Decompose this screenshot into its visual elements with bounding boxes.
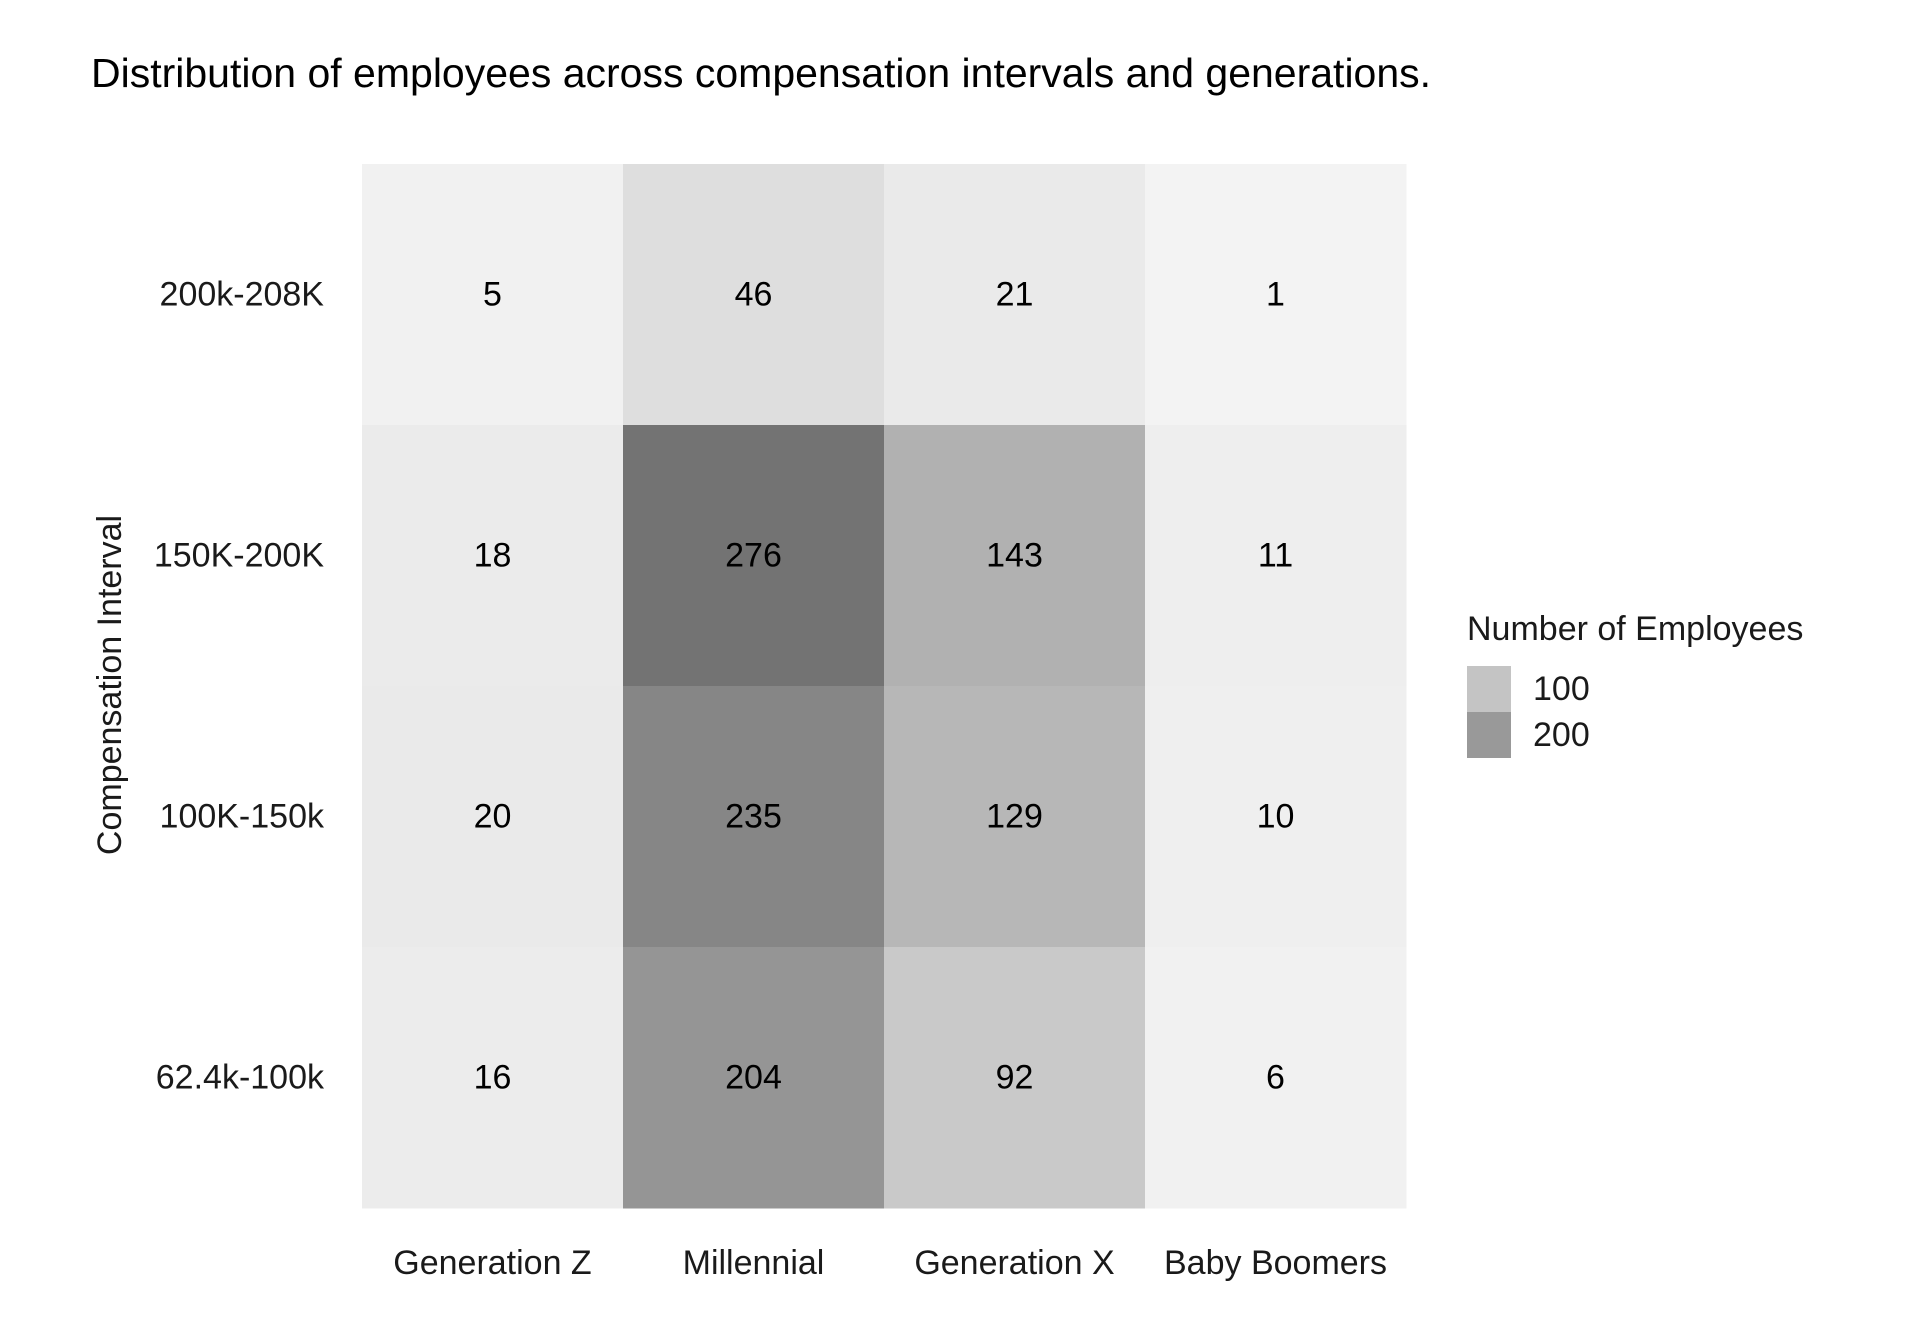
- x-tick-label: Generation Z: [393, 1244, 591, 1282]
- heatmap-cell-200k-208k-generation-x: [884, 164, 1146, 426]
- x-tick-label: Baby Boomers: [1164, 1244, 1387, 1282]
- cell-value-label: 20: [474, 798, 512, 836]
- y-axis-title: Compensation Interval: [91, 515, 129, 855]
- cell-labels: 5 46 21 1 18 276 143 11 20 235 129 10 16 204 92 6: [474, 276, 1295, 1097]
- legend-title: Number of Employees: [1467, 610, 1804, 648]
- y-tick-label: 200k-208K: [160, 276, 325, 314]
- cell-value-label: 235: [725, 798, 782, 836]
- cell-value-label: 10: [1257, 798, 1295, 836]
- cell-value-label: 92: [996, 1059, 1034, 1097]
- heatmap-cell-150k-200k-generation-x: [884, 425, 1146, 687]
- y-axis-ticks: 200k-208K 150K-200K 100K-150k 62.4k-100k: [154, 276, 325, 1097]
- y-tick-label: 150K-200K: [154, 537, 324, 575]
- cell-value-label: 276: [725, 537, 782, 575]
- cell-value-label: 16: [474, 1059, 512, 1097]
- chart-title: Distribution of employees across compens…: [91, 50, 1432, 96]
- cell-value-label: 11: [1258, 537, 1293, 575]
- heatmap-cells: [362, 164, 1407, 1209]
- y-tick-label: 100K-150k: [160, 798, 325, 836]
- legend-label-100: 100: [1533, 670, 1590, 708]
- heatmap-cell-100k-150k-baby-boomers: [1145, 686, 1407, 948]
- x-tick-label: Millennial: [683, 1244, 825, 1282]
- cell-value-label: 6: [1266, 1059, 1285, 1097]
- cell-value-label: 5: [483, 276, 502, 314]
- x-axis-ticks: Generation Z Millennial Generation X Baby B…: [393, 1244, 1387, 1282]
- legend-label-200: 200: [1533, 716, 1590, 754]
- cell-value-label: 21: [996, 276, 1034, 314]
- heatmap-cell-100k-150k-millennial: [623, 686, 885, 948]
- heatmap-cell-200k-208k-millennial: [623, 164, 885, 426]
- heatmap-cell-150k-200k-millennial: [623, 425, 885, 687]
- x-tick-label: Generation X: [914, 1244, 1114, 1282]
- heatmap-cell-150k-200k-baby-boomers: [1145, 425, 1407, 687]
- cell-value-label: 143: [986, 537, 1043, 575]
- cell-value-label: 18: [474, 537, 512, 575]
- legend-swatch-200: [1467, 712, 1511, 758]
- heatmap-cell-200k-208k-generation-z: [362, 164, 624, 426]
- y-tick-label: 62.4k-100k: [156, 1059, 325, 1097]
- legend-swatch-100: [1467, 666, 1511, 712]
- heatmap-cell-62-4k-100k-millennial: [623, 947, 885, 1209]
- heatmap-cell-62-4k-100k-generation-x: [884, 947, 1146, 1209]
- heatmap-cell-62-4k-100k-baby-boomers: [1145, 947, 1407, 1209]
- cell-value-label: 1: [1266, 276, 1285, 314]
- heatmap-cell-200k-208k-baby-boomers: [1145, 164, 1407, 426]
- cell-value-label: 204: [725, 1059, 782, 1097]
- heatmap-cell-150k-200k-generation-z: [362, 425, 624, 687]
- heatmap-cell-100k-150k-generation-z: [362, 686, 624, 948]
- cell-value-label: 46: [735, 276, 773, 314]
- cell-value-label: 129: [986, 798, 1043, 836]
- heatmap-cell-62-4k-100k-generation-z: [362, 947, 624, 1209]
- heatmap-cell-100k-150k-generation-x: [884, 686, 1146, 948]
